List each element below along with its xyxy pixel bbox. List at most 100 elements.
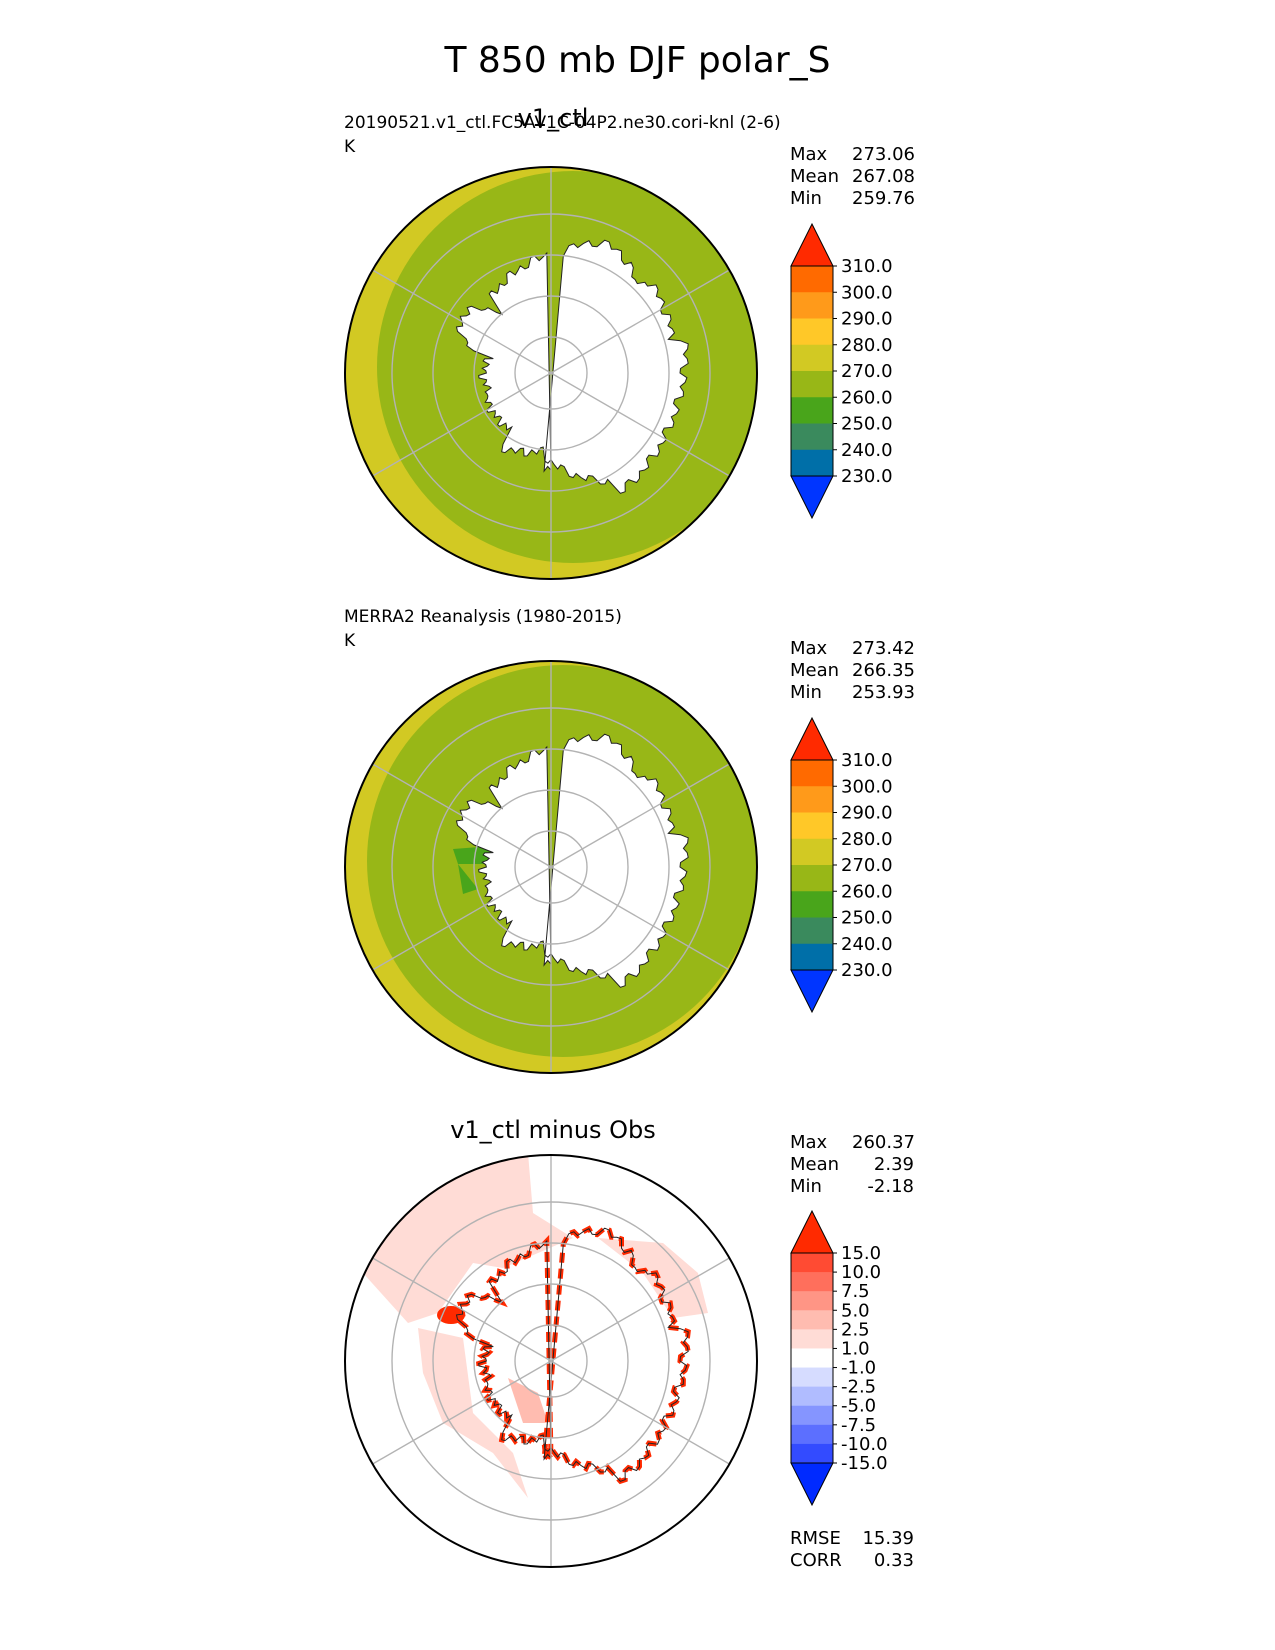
colorbar-tick-label: -10.0 xyxy=(841,1434,888,1455)
map-boundary xyxy=(344,166,758,580)
panel-1-title: v1_ctl xyxy=(517,104,589,132)
colorbar-segment xyxy=(791,917,833,945)
longitude-gridline xyxy=(372,1360,552,1465)
colorbar-tick-label: 290.0 xyxy=(841,309,893,330)
colorbar-model: 310.0 300.0 290.0 280.0 270.0 260.0 250.0 240.0… xyxy=(790,222,893,520)
colorbar-tick-label: 230.0 xyxy=(841,466,893,487)
colorbar-segment xyxy=(791,266,833,293)
stat-label: Mean xyxy=(790,1154,840,1175)
colorbar-diff: 15.010.07.55.02.51.0-1.0-2.5-5.0-7.5-10.… xyxy=(790,1209,888,1507)
stat-value: -2.18 xyxy=(867,1176,914,1197)
colorbar-segment xyxy=(791,1348,833,1369)
colorbar-tick-label: 310.0 xyxy=(841,256,893,277)
colorbar-tick-label: 240.0 xyxy=(841,934,893,955)
colorbar-segment xyxy=(791,943,833,971)
colorbar-segment xyxy=(791,1329,833,1349)
panel-2-stats: Max 273.42 Mean 266.35 Min 253.93 xyxy=(790,638,915,704)
colorbar-frame xyxy=(790,1252,834,1464)
stat-label: Max xyxy=(790,1132,828,1153)
colorbar-segment xyxy=(791,344,833,372)
colorbar-extend-max xyxy=(790,1209,834,1254)
panel-2-units: K xyxy=(344,631,356,651)
colorbar-segment xyxy=(791,1291,833,1311)
panel-3-stats: Max 260.37 Mean 2.39 Min -2.18 xyxy=(790,1132,915,1198)
stat-label: Max xyxy=(790,144,828,165)
stat-label: Min xyxy=(790,188,822,209)
longitude-gridline xyxy=(550,372,730,477)
polar-map-diff xyxy=(344,1154,758,1568)
stat-label: Min xyxy=(790,1176,822,1197)
metric-value: 0.33 xyxy=(873,1550,914,1571)
stat-label: Mean xyxy=(790,166,840,187)
colorbar-segment xyxy=(791,865,833,892)
longitude-gridline xyxy=(550,269,730,374)
longitude-gridline xyxy=(372,1257,552,1362)
longitude-gridline xyxy=(550,1360,730,1465)
colorbar-tick-label: 300.0 xyxy=(841,282,893,303)
colorbar-tick-label: -2.5 xyxy=(841,1377,876,1398)
metric-label: RMSE xyxy=(790,1528,841,1549)
figure-title: T 850 mb DJF polar_S xyxy=(444,40,831,81)
colorbar-segment xyxy=(791,1310,833,1330)
colorbar-segment xyxy=(791,371,833,398)
colorbar-segment xyxy=(791,812,833,840)
longitude-gridline xyxy=(372,372,552,477)
colorbar-segment xyxy=(791,292,833,319)
longitude-gridline xyxy=(550,1257,730,1362)
colorbar-tick-label: 15.0 xyxy=(841,1243,881,1264)
colorbar-segment xyxy=(791,1386,833,1407)
colorbar-tick-label: 2.5 xyxy=(841,1319,870,1340)
colorbar-tick-label: -1.0 xyxy=(841,1358,876,1379)
stat-value: 273.06 xyxy=(852,144,915,165)
colorbar-tick-label: 280.0 xyxy=(841,829,893,850)
colorbar-extend-max xyxy=(790,716,834,761)
longitude-gridline xyxy=(372,763,552,868)
colorbar-tick-label: 1.0 xyxy=(841,1338,870,1359)
colorbar-segment xyxy=(791,1367,833,1388)
longitude-gridline xyxy=(550,763,730,868)
colorbar-tick-label: -5.0 xyxy=(841,1396,876,1417)
colorbar-segment xyxy=(791,423,833,451)
colorbar-tick-label: 250.0 xyxy=(841,908,893,929)
longitude-gridline xyxy=(372,269,552,374)
longitude-gridline xyxy=(372,866,552,971)
stat-value: 259.76 xyxy=(852,188,915,209)
map-boundary xyxy=(344,1154,758,1568)
panel-1-subtitle: 20190521.v1_ctl.FC5AV1C-04P2.ne30.cori-k… xyxy=(344,113,781,133)
colorbar-tick-label: 260.0 xyxy=(841,387,893,408)
colorbar-segment xyxy=(791,838,833,866)
polar-map-obs xyxy=(344,660,758,1074)
colorbar-segment xyxy=(791,449,833,477)
colorbar-segment xyxy=(791,1272,833,1292)
colorbar-tick-label: 270.0 xyxy=(841,855,893,876)
antarctica-no-data xyxy=(456,734,689,988)
anomaly-region-1.0-2.5 xyxy=(598,1238,708,1318)
panel-3-title: v1_ctl minus Obs xyxy=(450,1116,656,1144)
colorbar-tick-label: 300.0 xyxy=(841,776,893,797)
panel-2-subtitle: MERRA2 Reanalysis (1980-2015) xyxy=(344,607,622,627)
colorbar-segment xyxy=(791,1405,833,1426)
metric-label: CORR xyxy=(790,1550,842,1571)
colorbar-tick-label: 260.0 xyxy=(841,881,893,902)
colorbar-tick-label: 10.0 xyxy=(841,1262,881,1283)
colorbar-tick-label: -15.0 xyxy=(841,1453,888,1474)
panel-1-stats: Max 273.06 Mean 267.08 Min 259.76 xyxy=(790,144,915,210)
colorbar-segment xyxy=(791,1424,833,1445)
colorbar-tick-label: 280.0 xyxy=(841,335,893,356)
stat-label: Max xyxy=(790,638,828,659)
colorbar-obs: 310.0 300.0 290.0 280.0 270.0 260.0 250.0 240.0… xyxy=(790,716,893,1014)
colorbar-segment xyxy=(791,760,833,787)
colorbar-tick-label: 240.0 xyxy=(841,440,893,461)
colorbar-tick-label: 230.0 xyxy=(841,960,893,981)
colorbar-segment xyxy=(791,891,833,918)
colorbar-tick-label: -7.5 xyxy=(841,1415,876,1436)
map-boundary xyxy=(344,660,758,1074)
field-250-260 xyxy=(458,864,478,894)
stat-label: Mean xyxy=(790,660,840,681)
stat-value: 253.93 xyxy=(852,682,915,703)
colorbar-extend-min xyxy=(790,475,834,520)
panel-3-metrics: RMSE 15.39 CORR 0.33 xyxy=(790,1528,914,1572)
colorbar-extend-min xyxy=(790,969,834,1014)
colorbar-tick-label: 270.0 xyxy=(841,361,893,382)
stat-value: 260.37 xyxy=(852,1132,915,1153)
